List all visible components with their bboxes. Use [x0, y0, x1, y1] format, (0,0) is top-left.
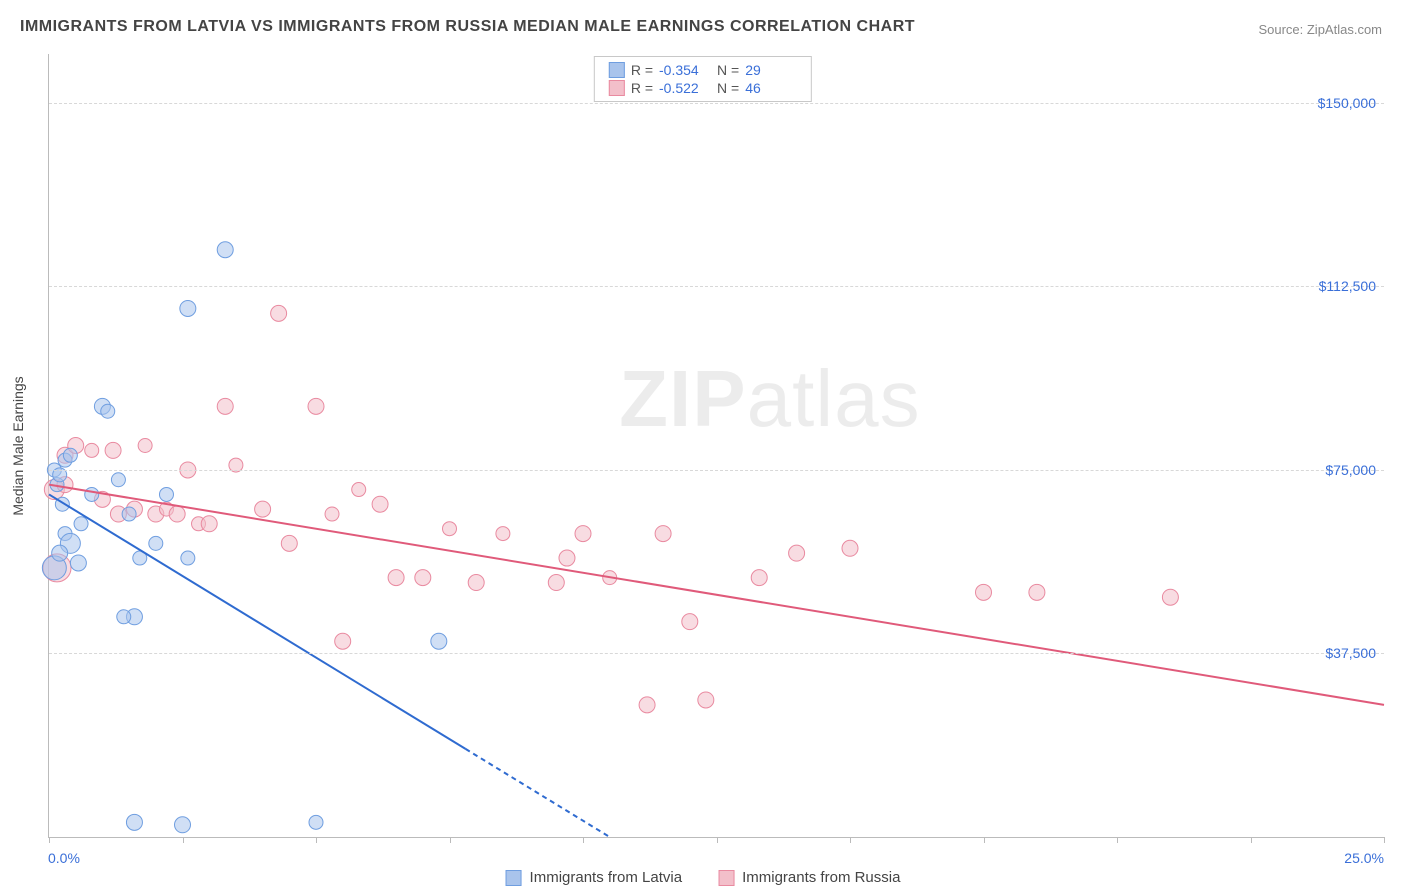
x-tick — [1117, 837, 1118, 843]
data-point — [159, 487, 173, 501]
source-label: Source: ZipAtlas.com — [1258, 22, 1382, 37]
data-point — [352, 483, 366, 497]
grid-line — [49, 103, 1384, 104]
data-point — [682, 614, 698, 630]
data-point — [308, 398, 324, 414]
x-axis-max-label: 25.0% — [1344, 850, 1384, 866]
y-tick-label: $75,000 — [1325, 462, 1376, 478]
data-point — [85, 443, 99, 457]
legend-stats: R = -0.354 N = 29 R = -0.522 N = 46 — [594, 56, 812, 102]
legend-stats-russia: R = -0.522 N = 46 — [609, 79, 797, 97]
data-point — [1162, 589, 1178, 605]
grid-line — [49, 653, 1384, 654]
legend-label-latvia: Immigrants from Latvia — [530, 869, 683, 886]
data-point — [309, 815, 323, 829]
data-point — [63, 448, 77, 462]
scatter-svg — [49, 54, 1384, 837]
grid-line — [49, 470, 1384, 471]
data-point — [698, 692, 714, 708]
x-tick — [1384, 837, 1385, 843]
trend-line — [49, 485, 1384, 705]
data-point — [255, 501, 271, 517]
y-tick-label: $150,000 — [1318, 95, 1376, 111]
trend-line — [49, 494, 466, 748]
data-point — [789, 545, 805, 561]
data-point — [271, 305, 287, 321]
chart-title: IMMIGRANTS FROM LATVIA VS IMMIGRANTS FRO… — [20, 18, 915, 36]
data-point — [138, 439, 152, 453]
x-tick — [1251, 837, 1252, 843]
data-point — [335, 633, 351, 649]
data-point — [105, 442, 121, 458]
y-tick-label: $37,500 — [1325, 645, 1376, 661]
swatch-latvia — [609, 62, 625, 78]
data-point — [443, 522, 457, 536]
data-point — [559, 550, 575, 566]
data-point — [149, 536, 163, 550]
data-point — [126, 814, 142, 830]
x-tick — [183, 837, 184, 843]
data-point — [842, 540, 858, 556]
swatch-russia — [718, 870, 734, 886]
grid-line — [49, 286, 1384, 287]
data-point — [431, 633, 447, 649]
swatch-latvia — [506, 870, 522, 886]
legend-label-russia: Immigrants from Russia — [742, 869, 900, 886]
legend-series: Immigrants from Latvia Immigrants from R… — [506, 869, 901, 886]
x-tick — [450, 837, 451, 843]
data-point — [655, 526, 671, 542]
data-point — [70, 555, 86, 571]
data-point — [325, 507, 339, 521]
data-point — [169, 506, 185, 522]
data-point — [496, 527, 510, 541]
data-point — [52, 545, 68, 561]
data-point — [201, 516, 217, 532]
data-point — [217, 398, 233, 414]
data-point — [1029, 584, 1045, 600]
data-point — [751, 570, 767, 586]
x-axis-min-label: 0.0% — [48, 850, 80, 866]
legend-item-russia: Immigrants from Russia — [718, 869, 900, 886]
data-point — [111, 473, 125, 487]
x-tick — [316, 837, 317, 843]
data-point — [415, 570, 431, 586]
chart-plot-area: ZIPatlas $37,500$75,000$112,500$150,000 — [48, 54, 1384, 838]
data-point — [181, 551, 195, 565]
data-point — [372, 496, 388, 512]
data-point — [101, 404, 115, 418]
data-point — [175, 817, 191, 833]
data-point — [117, 610, 131, 624]
x-tick — [850, 837, 851, 843]
data-point — [575, 526, 591, 542]
x-tick — [717, 837, 718, 843]
x-tick — [49, 837, 50, 843]
data-point — [122, 507, 136, 521]
x-tick — [984, 837, 985, 843]
data-point — [548, 575, 564, 591]
y-axis-title: Median Male Earnings — [10, 376, 26, 515]
data-point — [388, 570, 404, 586]
data-point — [281, 535, 297, 551]
legend-item-latvia: Immigrants from Latvia — [506, 869, 683, 886]
data-point — [180, 300, 196, 316]
trend-line — [466, 749, 610, 837]
y-tick-label: $112,500 — [1319, 278, 1376, 294]
data-point — [85, 487, 99, 501]
data-point — [639, 697, 655, 713]
data-point — [976, 584, 992, 600]
data-point — [217, 242, 233, 258]
data-point — [468, 575, 484, 591]
legend-stats-latvia: R = -0.354 N = 29 — [609, 61, 797, 79]
swatch-russia — [609, 80, 625, 96]
x-tick — [583, 837, 584, 843]
data-point — [74, 517, 88, 531]
